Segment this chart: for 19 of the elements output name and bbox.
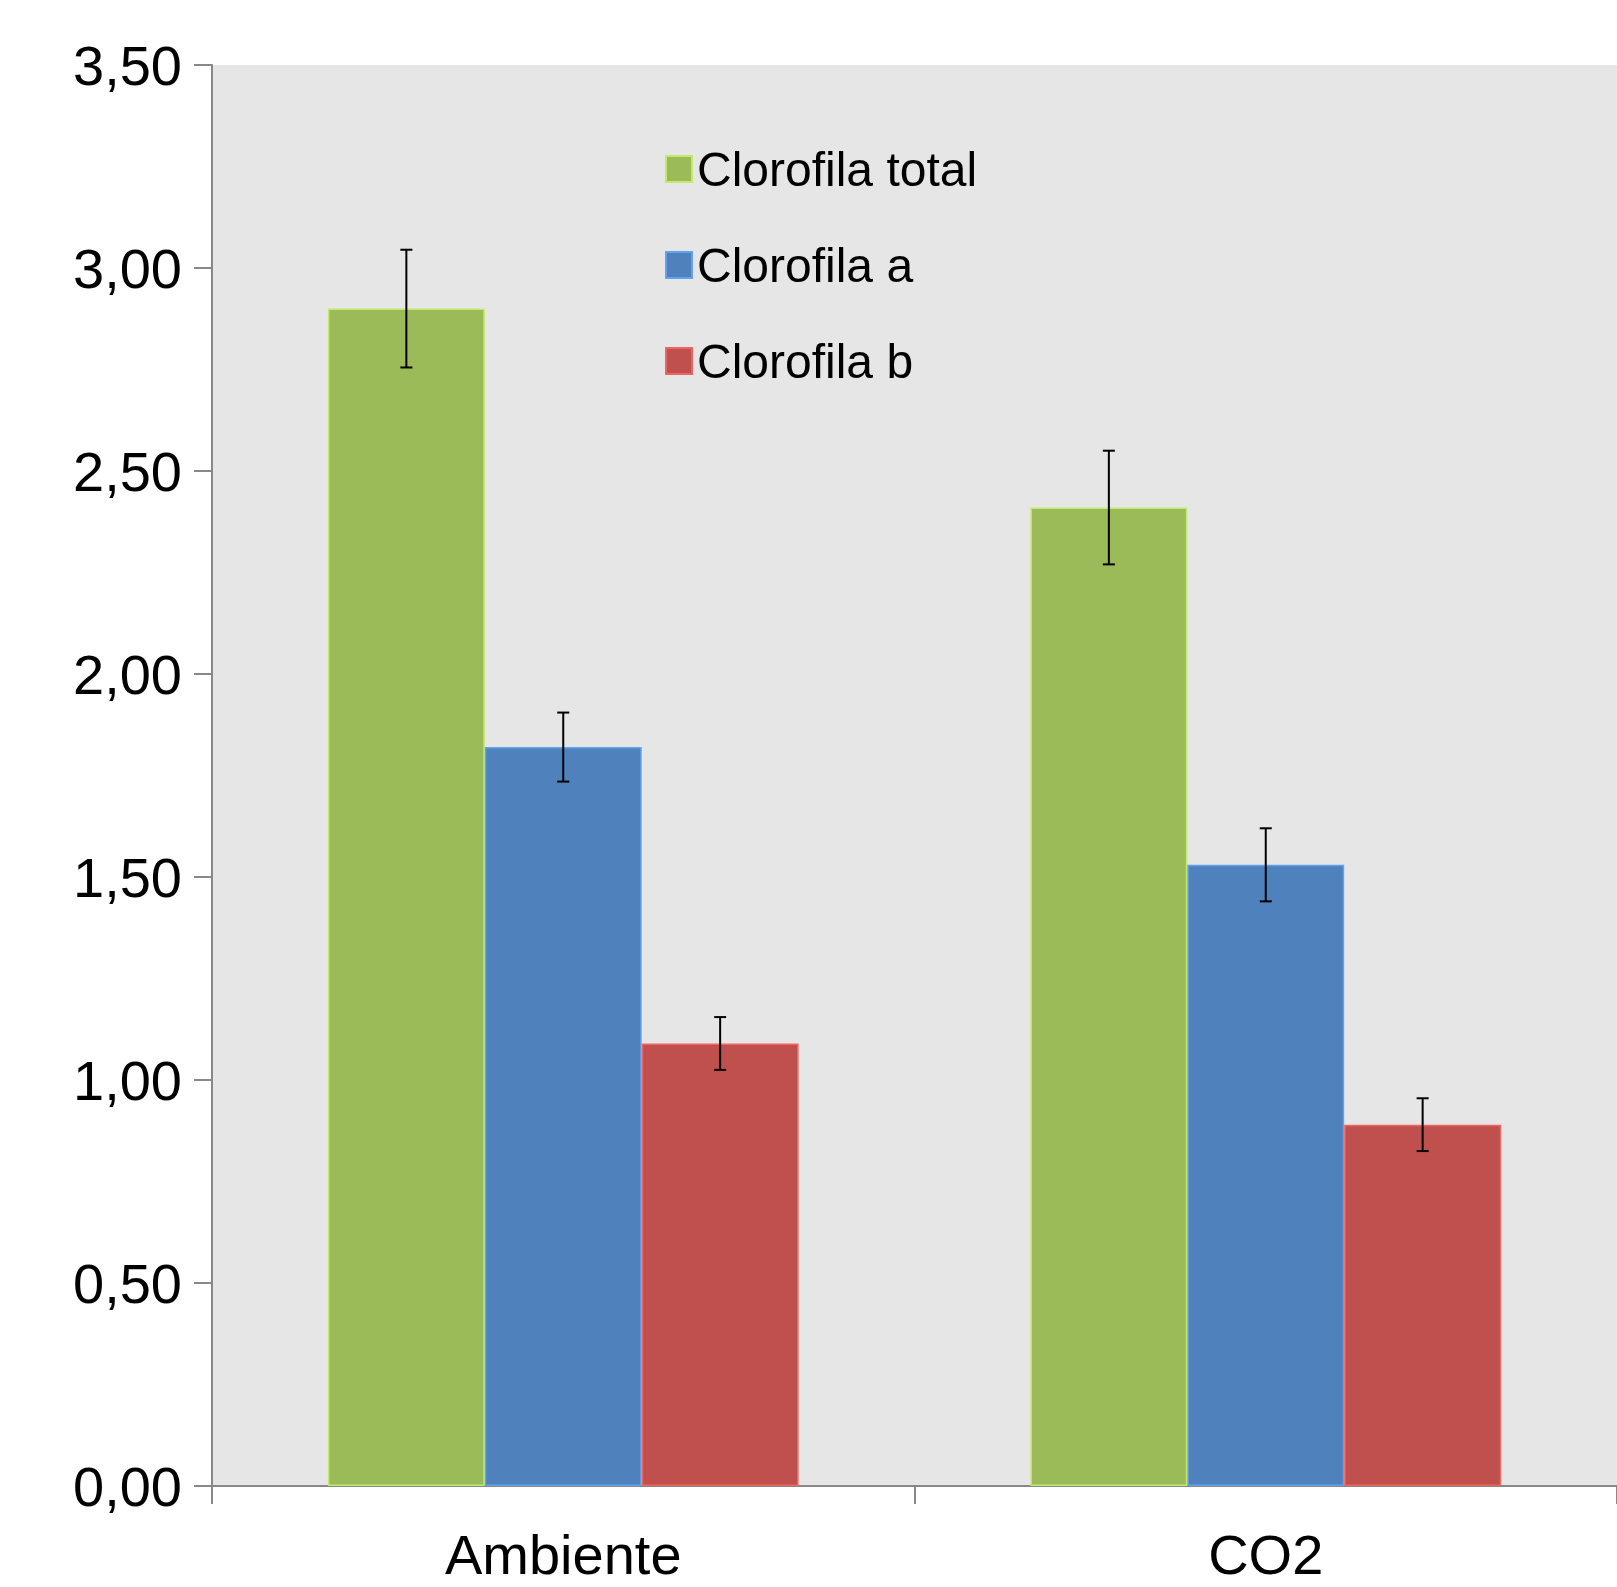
legend-label: Clorofila b [697,334,914,388]
x-tick-label: CO2 [1208,1522,1324,1586]
bar [641,1043,799,1486]
bar [1187,864,1345,1486]
x-tick-label: Ambiente [444,1522,682,1586]
y-tick-label: 2,50 [73,439,182,503]
y-tick-label: 0,50 [73,1251,182,1315]
bar [327,308,485,1486]
y-tick-label: 3,00 [73,236,182,300]
bar [1344,1124,1502,1486]
y-tick-label: 2,00 [73,642,182,706]
y-tick-label: 0,00 [73,1454,182,1518]
bar [1030,507,1188,1486]
bar [484,747,642,1486]
legend-label: Clorofila a [697,238,914,292]
legend-label: Clorofila total [697,142,978,196]
y-tick-label: 1,00 [73,1048,182,1112]
y-tick-label: 1,50 [73,845,182,909]
y-tick-label: 3,50 [73,33,182,97]
